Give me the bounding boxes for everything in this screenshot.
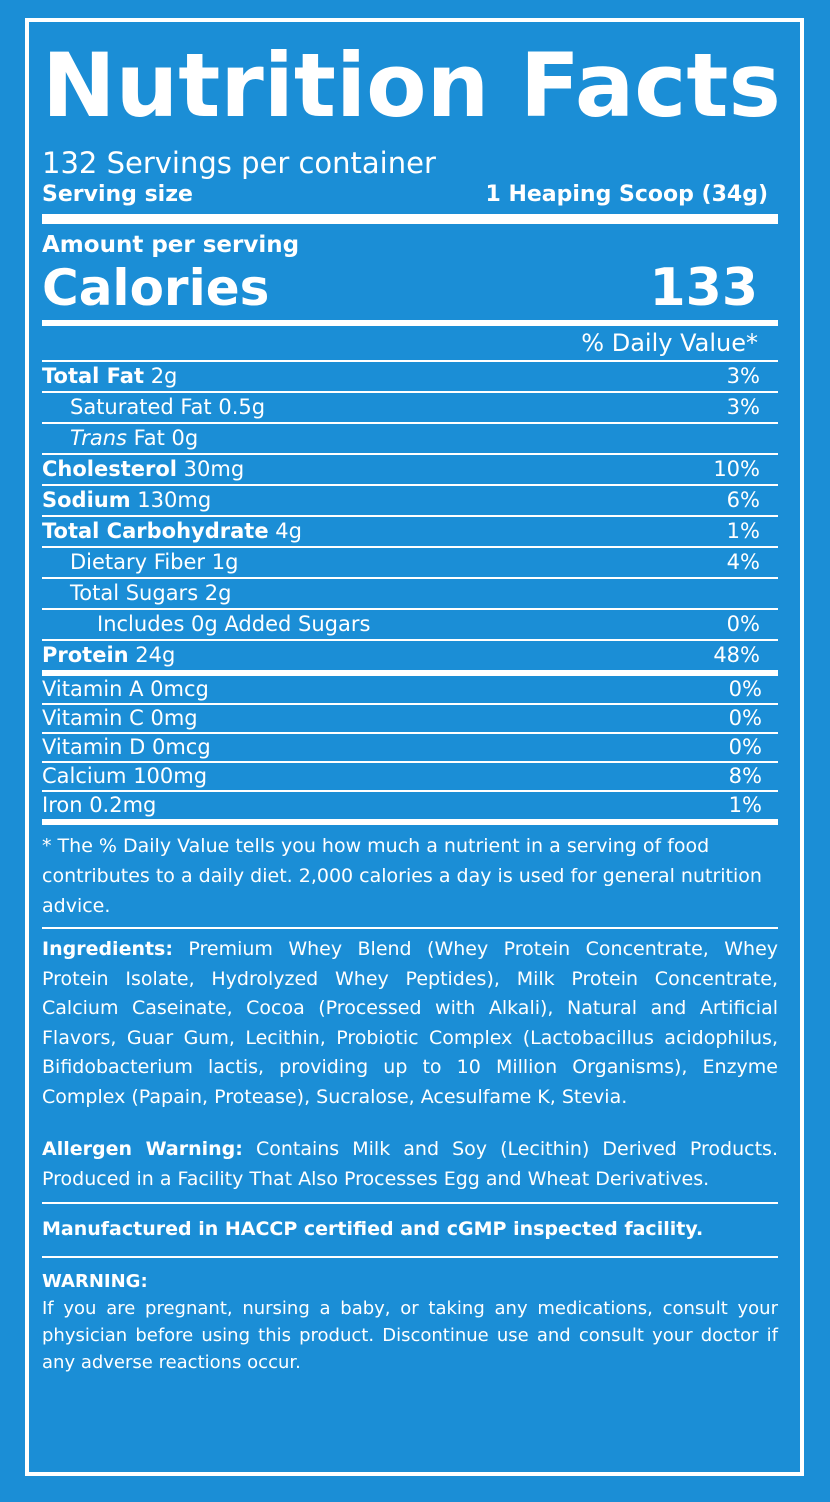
allergen-block: Allergen Warning: Contains Milk and Soy … [42,1134,778,1202]
calories-label: Calories [42,259,270,317]
nutrient-dv: 3% [726,395,760,419]
nutrient-row-total-sugars: Total Sugars 2g [42,579,778,610]
nutrient-dv: 48% [713,643,760,667]
nutrient-row-added-sugars: Includes 0g Added Sugars 0% [42,610,778,641]
divider-thin [42,1202,778,1204]
manufactured-statement: Manufactured in HACCP certified and cGMP… [42,1218,704,1240]
vitamin-row-vitamin-d: Vitamin D 0mcg 0% [42,734,778,763]
vitamin-dv: 8% [728,764,762,788]
nutrient-dv: 1% [726,519,760,543]
daily-value-header: % Daily Value* [42,326,778,362]
vitamin-dv: 0% [728,677,762,701]
nutrient-dv: 0% [726,612,760,636]
nutrient-amount: 24g [128,643,176,667]
nutrient-name: Sodium [42,488,131,512]
vitamin-label: Vitamin D 0mcg [42,735,211,759]
allergen-text: Contains Milk and Soy (Lecithin) Derived… [42,1138,778,1190]
nutrient-name-italic: Trans [70,426,127,450]
serving-size-label: Serving size [42,182,193,207]
vitamin-dv: 0% [728,735,762,759]
nutrient-row-cholesterol: Cholesterol 30mg 10% [42,455,778,486]
divider-medium [42,320,778,326]
nutrient-amount: 130mg [130,488,212,512]
amount-per-serving: Amount per serving [42,232,300,258]
nutrient-label: Cholesterol 30mg [42,455,244,484]
nutrient-dv: 10% [713,457,760,481]
nutrient-dv: 3% [726,364,760,388]
nutrient-name: Protein [42,643,129,667]
vitamin-label: Iron 0.2mg [42,793,157,817]
vitamin-row-calcium: Calcium 100mg 8% [42,763,778,792]
ingredients-text: Premium Whey Blend (Whey Protein Concent… [42,938,778,1108]
label-border [25,18,804,1476]
nutrient-label: Sodium 130mg [42,486,211,515]
nutrient-name: Total Fat [42,364,145,388]
nutrient-row-total-fat: Total Fat 2g 3% [42,362,778,393]
nutrient-label: Includes 0g Added Sugars [97,612,371,636]
nutrient-row-sodium: Sodium 130mg 6% [42,486,778,517]
nutrient-row-saturated-fat: Saturated Fat 0.5g 3% [42,393,778,424]
nutrient-name: Total Carbohydrate [42,519,269,543]
nutrient-label: Protein 24g [42,641,175,670]
serving-size-row: Serving size 1 Heaping Scoop (34g) [42,180,778,214]
calories-row: Calories 133 [42,260,778,320]
nutrient-label: Total Carbohydrate 4g [42,517,302,546]
nutrition-facts-title: Nutrition Facts [42,34,781,137]
warning-text: If you are pregnant, nursing a baby, or … [42,1298,778,1373]
serving-size-value: 1 Heaping Scoop (34g) [485,182,769,207]
nutrient-amount: 30mg [177,457,245,481]
nutrient-label: Saturated Fat 0.5g [70,395,266,419]
divider-medium [42,670,778,676]
nutrient-name-rest: Fat 0g [126,426,199,450]
nutrient-dv: 6% [726,488,760,512]
vitamin-label: Vitamin C 0mg [42,706,198,730]
warning-block: WARNING: If you are pregnant, nursing a … [42,1268,778,1376]
warning-label: WARNING: [42,1271,148,1292]
nutrient-dv: 4% [726,550,760,574]
vitamin-row-iron: Iron 0.2mg 1% [42,792,778,819]
vitamin-row-vitamin-c: Vitamin C 0mg 0% [42,705,778,734]
nutrient-row-trans-fat: Trans Fat 0g [42,424,778,455]
nutrient-amount: 2g [144,364,178,388]
nutrient-label: Dietary Fiber 1g [70,550,239,574]
divider-thin [42,1256,778,1258]
nutrient-name: Cholesterol [42,457,177,481]
nutrition-facts-panel: Nutrition Facts 132 Servings per contain… [42,30,781,1376]
calories-value: 133 [649,258,758,318]
vitamin-label: Calcium 100mg [42,764,208,788]
allergen-label: Allergen Warning: [42,1138,243,1160]
vitamin-label: Vitamin A 0mcg [42,677,209,701]
vitamin-row-vitamin-a: Vitamin A 0mcg 0% [42,676,778,705]
ingredients-block: Ingredients: Premium Whey Blend (Whey Pr… [42,935,778,1112]
nutrient-amount: 4g [268,519,302,543]
divider-thin [42,927,778,929]
nutrient-row-protein: Protein 24g 48% [42,641,778,670]
ingredients-label: Ingredients: [42,938,173,960]
nutrient-label: Total Sugars 2g [70,581,232,605]
divider-medium [42,819,778,825]
servings-per-container: 132 Servings per container [42,146,436,180]
nutrient-row-dietary-fiber: Dietary Fiber 1g 4% [42,548,778,579]
nutrient-label: Total Fat 2g [42,362,177,391]
divider-thick [42,214,778,224]
daily-value-footnote: * The % Daily Value tells you how much a… [42,835,762,917]
nutrient-label: Trans Fat 0g [42,424,198,453]
nutrient-row-total-carbohydrate: Total Carbohydrate 4g 1% [42,517,778,548]
vitamin-dv: 0% [728,706,762,730]
vitamin-dv: 1% [728,793,762,817]
